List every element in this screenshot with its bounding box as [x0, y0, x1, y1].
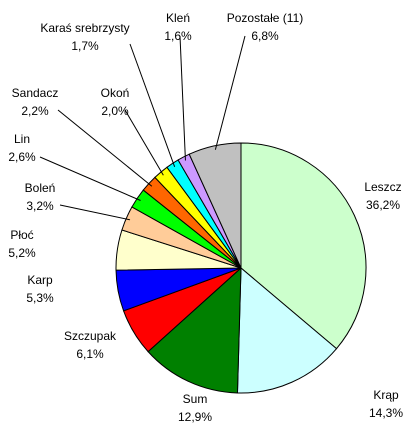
- leader-line: [129, 43, 176, 167]
- leader-line: [214, 35, 246, 150]
- slice-label: Szczupak: [64, 329, 117, 343]
- pie-slice: [147, 266, 242, 394]
- slice-value-label: 36,2%: [366, 198, 400, 212]
- slice-label: Leszcz: [364, 180, 401, 194]
- slice-value-label: 2,2%: [21, 104, 49, 118]
- slice-value-label: 5,3%: [26, 291, 54, 305]
- slice-value-label: 12,9%: [178, 410, 212, 424]
- slice-value-label: 1,7%: [71, 39, 99, 53]
- slice-label: Kleń: [166, 11, 190, 25]
- slice-label: Karaś srebrzysty: [40, 21, 129, 35]
- slice-value-label: 2,6%: [8, 150, 36, 164]
- pie-slice: [240, 142, 367, 350]
- slice-value-label: 6,1%: [76, 347, 104, 361]
- slice-label: Lin: [14, 132, 30, 146]
- slice-label: Karp: [27, 273, 53, 287]
- slice-label: Sum: [183, 392, 208, 406]
- pie-slice: [236, 266, 338, 394]
- slice-label: Pozostałe (11): [227, 11, 303, 25]
- slice-label: Okoń: [101, 86, 130, 100]
- leader-line: [59, 204, 131, 221]
- slice-label: Sandacz: [12, 86, 59, 100]
- slice-value-label: 2,0%: [101, 104, 129, 118]
- slice-value-label: 6,8%: [251, 29, 279, 43]
- slice-value-label: 5,2%: [8, 246, 36, 260]
- leader-line: [57, 109, 153, 187]
- leader-line: [179, 35, 186, 161]
- leader-line: [39, 156, 141, 201]
- slice-value-label: 3,2%: [26, 199, 54, 213]
- slice-label: Boleń: [25, 181, 56, 195]
- slice-value-label: 14,3%: [369, 406, 403, 420]
- slice-label: Płoć: [10, 228, 33, 242]
- leader-line: [124, 109, 164, 176]
- slice-label: Krąp: [373, 388, 399, 402]
- pie-slice: [188, 142, 242, 269]
- slice-value-label: 1,6%: [164, 29, 192, 43]
